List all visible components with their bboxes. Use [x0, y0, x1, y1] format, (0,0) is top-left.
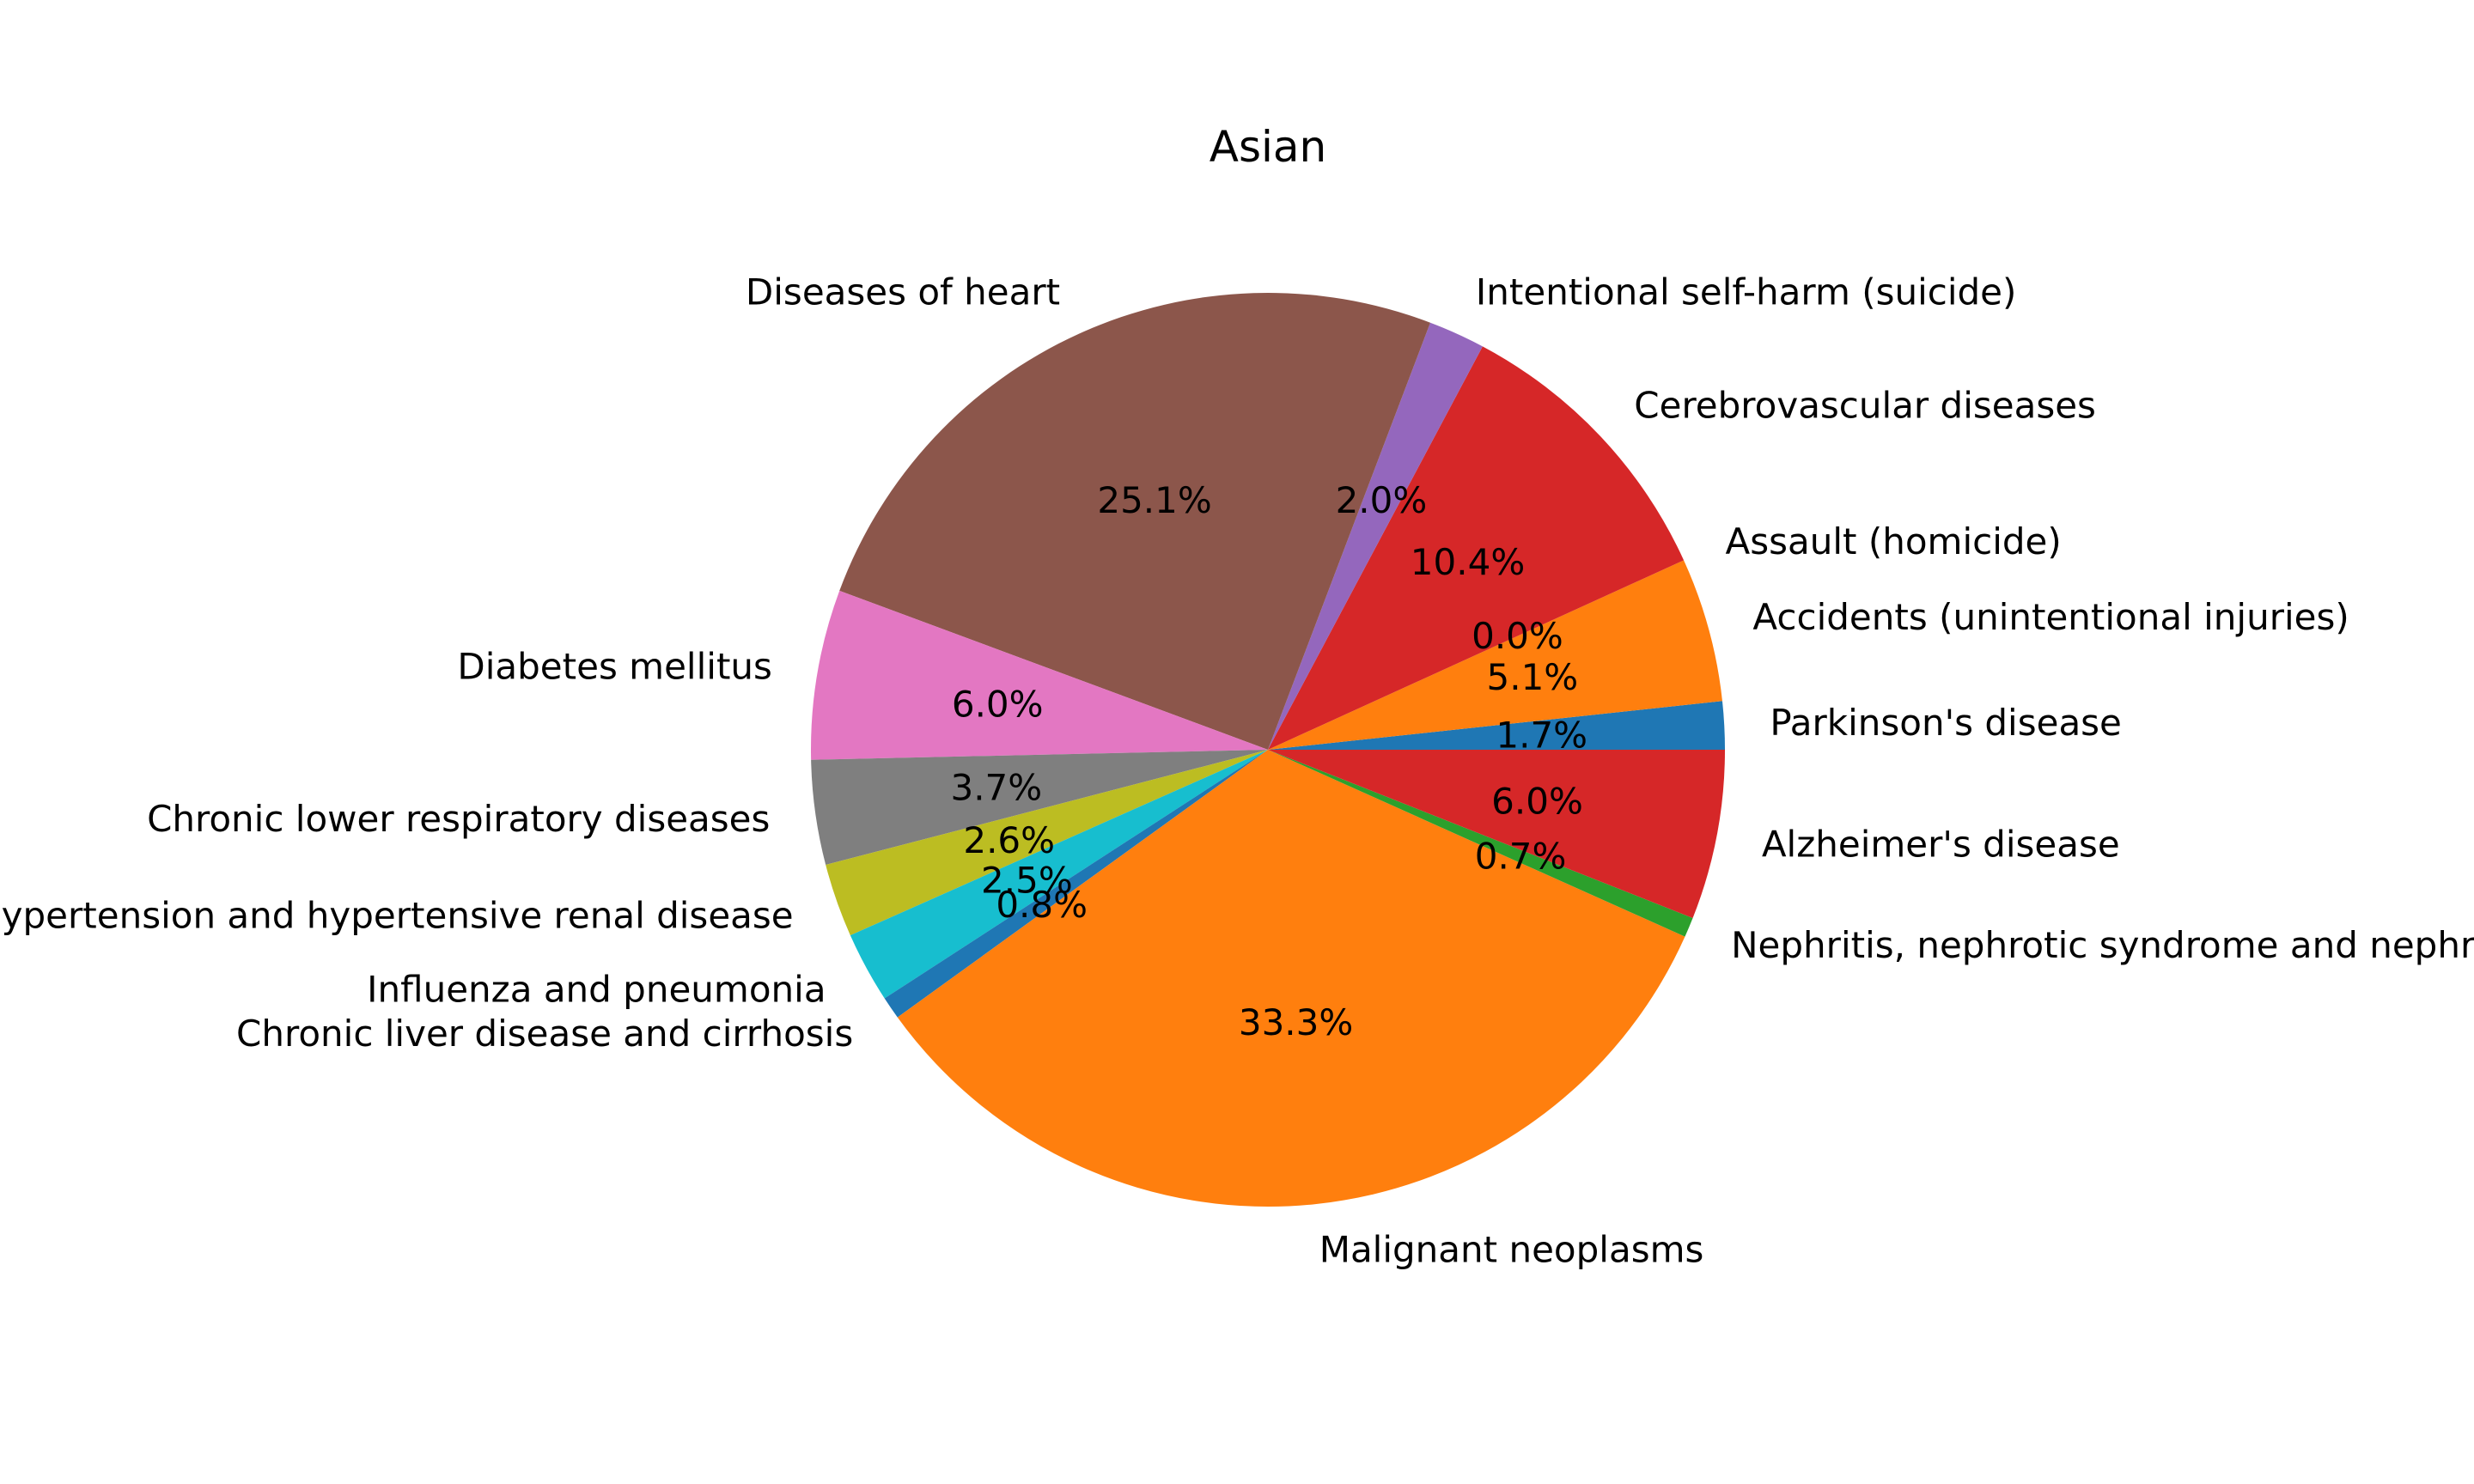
pie-slice-diabetes-mellitus [810, 590, 1268, 760]
pie-slice-accidents-unintentional-injuries [1268, 560, 1722, 750]
slice-label-intentional-self-harm-suicide: Intentional self-harm (suicide) [1476, 271, 2017, 313]
slice-label-diabetes-mellitus: Diabetes mellitus [457, 645, 772, 687]
pie-slice-chronic-liver-disease-and-cirrhosis [884, 750, 1268, 1018]
pie-slice-essential-hypertension-and-hypertensive-renal-disease [826, 750, 1268, 936]
slice-label-accidents-unintentional-injuries: Accidents (unintentional injuries) [1752, 596, 2349, 638]
slice-label-chronic-lower-respiratory-diseases: Chronic lower respiratory diseases [147, 798, 770, 840]
percent-label-diseases-of-heart: 25.1% [1097, 479, 1211, 521]
percent-label-diabetes-mellitus: 6.0% [952, 684, 1044, 726]
pie-slice-diseases-of-heart [839, 293, 1431, 751]
chart-title: Asian [1210, 122, 1326, 172]
percent-label-chronic-lower-respiratory-diseases: 3.7% [950, 767, 1042, 809]
slice-label-essential-hypertension-and-hypertensive-renal-disease: Essential hypertension and hypertensive … [0, 895, 794, 937]
percent-label-alzheimer-s-disease: 6.0% [1491, 780, 1583, 822]
slice-label-malignant-neoplasms: Malignant neoplasms [1319, 1229, 1704, 1271]
pie-slice-cerebrovascular-diseases [1268, 346, 1685, 750]
pie-slice-malignant-neoplasms [897, 750, 1685, 1207]
percent-label-parkinson-s-disease: 1.7% [1496, 714, 1587, 756]
slice-label-chronic-liver-disease-and-cirrhosis: Chronic liver disease and cirrhosis [236, 1013, 853, 1055]
slice-label-cerebrovascular-diseases: Cerebrovascular diseases [1634, 385, 2096, 427]
percent-label-essential-hypertension-and-hypertensive-renal-disease: 2.6% [963, 819, 1055, 861]
percent-label-malignant-neoplasms: 33.3% [1239, 1001, 1353, 1043]
pie-slice-chronic-lower-respiratory-diseases [811, 750, 1268, 866]
slice-label-parkinson-s-disease: Parkinson's disease [1770, 702, 2122, 744]
slice-label-nephritis-nephrotic-syndrome-and-nephrosis: Nephritis, nephrotic syndrome and nephro… [1731, 924, 2474, 966]
percent-label-intentional-self-harm-suicide: 2.0% [1336, 479, 1428, 521]
pie-slices [810, 293, 1725, 1207]
pie-slice-nephritis-nephrotic-syndrome-and-nephrosis [1268, 750, 1693, 937]
slice-label-alzheimer-s-disease: Alzheimer's disease [1762, 823, 2120, 865]
percent-label-cerebrovascular-diseases: 10.4% [1411, 541, 1525, 583]
pie-slice-intentional-self-harm-suicide [1268, 322, 1483, 750]
pie-slice-parkinson-s-disease [1268, 701, 1725, 750]
percent-labels: 1.7% 5.1%0.0% 10.4% 2.0% 25.1% 6.0% 3.7% 2.6%2.… [950, 479, 1587, 1043]
slice-label-influenza-and-pneumonia: Influenza and pneumonia [367, 968, 826, 1010]
pie-slice-influenza-and-pneumonia [850, 750, 1268, 999]
percent-label-nephritis-nephrotic-syndrome-and-nephrosis: 0.7% [1475, 836, 1567, 878]
percent-label-chronic-liver-disease-and-cirrhosis: 0.8% [996, 884, 1088, 926]
slice-label-assault-homicide: Assault (homicide) [1725, 520, 2061, 563]
pie-slice-alzheimer-s-disease [1268, 750, 1725, 919]
percent-label-influenza-and-pneumonia: 2.5% [981, 860, 1073, 902]
slice-label-diseases-of-heart: Diseases of heart [746, 271, 1060, 313]
percent-label-assault-homicide: 0.0% [1472, 615, 1563, 657]
percent-label-accidents-unintentional-injuries: 5.1% [1487, 656, 1579, 698]
slice-labels: Parkinson's disease Accidents (unintentio… [0, 271, 2474, 1271]
